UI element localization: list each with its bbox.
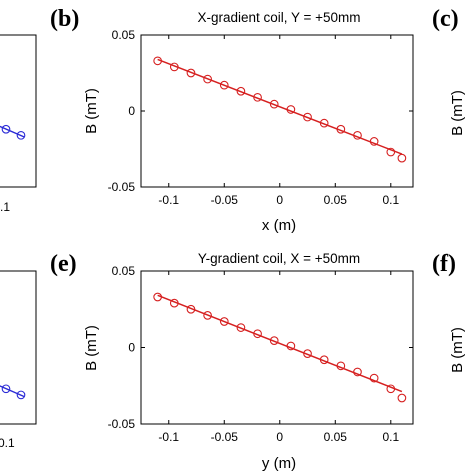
panel-b-xtick-label: -0.05: [211, 193, 239, 207]
partial-data-point: [1, 384, 11, 394]
panel-label-c: (c): [432, 6, 459, 32]
panel-b-ytick-label: -0.05: [108, 180, 136, 194]
panel-e-data-point: [253, 329, 262, 339]
panel-e-data-point: [303, 349, 312, 358]
panel-b-data-point: [236, 86, 246, 96]
panel-b-data-point: [303, 112, 312, 122]
panel-e-data-point: [219, 317, 229, 326]
panel-label-b: (b): [50, 6, 79, 32]
left-top-xtick-label: .1: [0, 200, 10, 214]
panel-e-series: [153, 292, 407, 403]
panel-b-data-point: [203, 74, 212, 84]
panel-e-xtick-label: 0: [276, 430, 283, 444]
panel-e-xlabel: y (m): [262, 455, 296, 472]
panel-b-data-point: [353, 130, 362, 140]
panel-b-xtick-label: 0: [276, 193, 283, 207]
left-bottom-xtick-label: 0.1: [0, 436, 15, 450]
panel-e-data-point: [336, 361, 346, 371]
right-bottom-partial-panel: (f) B (mT): [432, 251, 466, 373]
panel-e-fit-line: [157, 294, 403, 393]
panel-e-data-point: [386, 384, 396, 394]
panel-b-data-point: [269, 99, 279, 109]
panel-e-data-point: [369, 373, 379, 383]
panel-e-data-point: [203, 311, 212, 320]
panel-b-data-point: [286, 105, 296, 114]
panel-e-xtick-label: 0.1: [382, 430, 399, 444]
panel-e: (e) Y-gradient coil, X = +50mm B (mT) y …: [50, 251, 414, 472]
left-top-axis-box: [0, 34, 37, 188]
panel-b-data-point: [397, 153, 407, 163]
panel-e-xtick-label: -0.05: [211, 430, 239, 444]
panel-b-data-point: [169, 62, 179, 72]
panel-e-xtick-label: 0.05: [324, 430, 348, 444]
panel-b-data-point: [386, 147, 396, 157]
partial-data-point: [16, 390, 26, 400]
right-top-ylabel: B (mT): [449, 90, 466, 136]
panel-b-series: [153, 56, 407, 163]
panel-b-ytick-label: 0: [128, 104, 135, 118]
panel-b-axis-box: [140, 34, 414, 188]
panel-b-xtick-label: -0.1: [158, 193, 179, 207]
panel-b-data-point: [336, 124, 346, 134]
panel-b-data-point: [219, 80, 229, 90]
panel-e-data-point: [186, 304, 196, 314]
partial-data-point: [16, 130, 26, 140]
left-bottom-series: [0, 384, 26, 400]
right-top-partial-panel: (c) B (mT): [432, 6, 466, 136]
panel-b-xlabel: x (m): [262, 217, 296, 234]
panel-label-e: (e): [50, 251, 77, 277]
panel-e-data-point: [236, 323, 246, 332]
left-top-series: [0, 124, 26, 140]
panel-b: (b) X-gradient coil, Y = +50mm B (mT) x …: [50, 6, 414, 234]
right-bottom-ylabel: B (mT): [449, 327, 466, 373]
panel-e-ytick-label: -0.05: [108, 417, 136, 431]
left-bottom-partial-panel: 0.1: [0, 270, 37, 450]
panel-b-fit-line: [157, 58, 403, 155]
panel-b-ytick-label: 0.05: [112, 28, 136, 42]
panel-e-ytick-label: 0: [128, 341, 135, 355]
panel-e-data-point: [319, 355, 329, 365]
panel-b-xtick-label: 0.05: [324, 193, 348, 207]
panel-e-data-point: [169, 298, 179, 308]
panel-b-data-point: [153, 56, 163, 66]
panel-label-f: (f): [432, 251, 456, 277]
panel-b-data-point: [369, 137, 379, 146]
left-bottom-axis-box: [0, 270, 37, 425]
panel-e-title: Y-gradient coil, X = +50mm: [198, 251, 360, 266]
partial-data-point: [1, 124, 11, 134]
panel-e-data-point: [353, 367, 362, 377]
panel-e-ylabel: B (mT): [83, 325, 100, 371]
panel-b-ylabel: B (mT): [83, 88, 100, 134]
panel-b-xtick-label: 0.1: [382, 193, 399, 207]
panel-e-data-point: [153, 292, 163, 302]
panel-e-xtick-label: -0.1: [158, 430, 179, 444]
panel-b-ticks: -0.1 -0.05 0 0.05 0.1 -0.05 0 0.05: [108, 28, 413, 207]
panel-e-axis-box: [140, 270, 414, 425]
left-top-partial-panel: .1: [0, 34, 37, 214]
panel-e-data-point: [397, 393, 407, 403]
panel-e-data-point: [286, 341, 296, 351]
panel-e-ticks: -0.1 -0.05 0 0.05 0.1 -0.05 0 0.05: [108, 264, 413, 444]
panel-b-data-point: [186, 68, 196, 78]
panel-e-data-point: [269, 336, 279, 345]
panel-e-ytick-label: 0.05: [112, 264, 136, 278]
panel-b-data-point: [253, 92, 262, 102]
panel-b-title: X-gradient coil, Y = +50mm: [197, 10, 360, 25]
panel-b-data-point: [319, 118, 329, 128]
